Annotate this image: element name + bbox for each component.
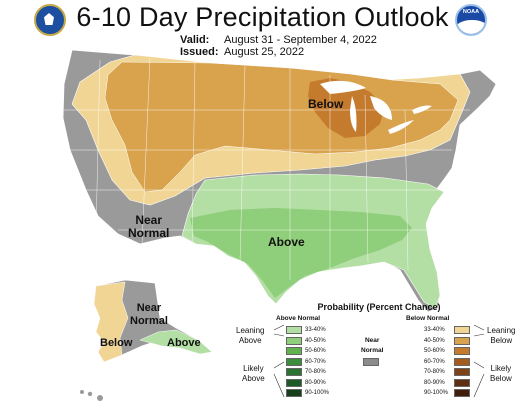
map-label-near-normal-alaska: Near Normal	[130, 302, 168, 327]
issued-label: Issued:	[180, 46, 219, 58]
map-label-above-south: Above	[268, 235, 305, 249]
issued-date: August 25, 2022	[224, 46, 305, 58]
legend-below-bin-label: 50-60%	[424, 348, 445, 354]
legend-bracket-lines	[273, 324, 485, 398]
legend-below-bin-label: 90-100%	[424, 390, 449, 396]
map-label-above-alaska: Above	[167, 337, 201, 349]
legend-above-bin-swatch	[286, 326, 302, 334]
legend-above-bin-swatch	[286, 347, 302, 355]
legend-below-header: Below Normal	[406, 315, 450, 322]
legend-below-bin-swatch	[454, 378, 470, 387]
legend-leaning-above: Leaning Above	[236, 326, 265, 345]
lake-superior	[320, 80, 366, 94]
hawaii	[80, 390, 103, 401]
legend-above-bin-swatch	[286, 389, 302, 397]
above-40-50-region	[190, 208, 412, 298]
lake-erie	[388, 120, 414, 134]
legend-title: Probability (Percent Chance)	[317, 302, 441, 312]
map-label-below-great-lakes: Below	[308, 97, 344, 111]
valid-line: Valid: August 31 - September 4, 2022	[180, 34, 377, 46]
legend-below-bin-label: 40-50%	[424, 337, 445, 344]
lake-huron	[370, 96, 392, 120]
issued-line: Issued: August 25, 2022	[180, 46, 304, 58]
legend-below-bin-label: 33-40%	[424, 327, 445, 333]
legend-above-bin-swatch	[286, 357, 302, 366]
noaa-logo-icon: NOAA	[455, 4, 487, 36]
legend-above-bin-swatch	[286, 368, 302, 376]
legend-below-bin-swatch	[454, 336, 470, 345]
legend-below-bin-label: 70-80%	[424, 369, 445, 375]
alaska-below-region	[93, 281, 129, 363]
legend-likely-below: Likely Below	[490, 364, 512, 383]
legend-likely-above: Likely Above	[242, 364, 265, 383]
page-title: 6-10 Day Precipitation Outlook	[76, 2, 449, 32]
legend-above-bin-label: 60-70%	[305, 358, 326, 365]
valid-label: Valid:	[180, 34, 210, 46]
legend-above-header: Above Normal	[276, 315, 321, 322]
legend-above-bin-swatch	[286, 378, 302, 387]
doc-seal-icon	[34, 4, 66, 36]
legend-above-bin-label: 40-50%	[305, 337, 326, 344]
legend-below-bin-swatch	[454, 326, 470, 334]
legend-below-bin-swatch	[454, 368, 470, 376]
legend-near-normal-swatch	[363, 358, 379, 366]
noaa-logo-text: NOAA	[462, 9, 480, 15]
map-label-near-normal-southwest: Near Normal	[128, 213, 170, 240]
legend-above-bin-label: 50-60%	[305, 348, 326, 354]
legend-below-bin-label: 80-90%	[424, 379, 445, 386]
legend-above-bin-label: 33-40%	[305, 327, 326, 333]
legend-below-bin-swatch	[454, 389, 470, 397]
map-label-below-alaska: Below	[100, 337, 133, 349]
legend-near-normal-label: Near Normal	[361, 337, 384, 354]
state-boundaries	[64, 57, 470, 280]
legend-above-bin-label: 80-90%	[305, 379, 326, 386]
legend-below-bin-label: 60-70%	[424, 358, 445, 365]
legend-below-bin-swatch	[454, 357, 470, 366]
legend-above-bin-swatch	[286, 336, 302, 345]
legend-leaning-below: Leaning Below	[487, 326, 516, 345]
legend-below-bin-swatch	[454, 347, 470, 355]
lake-michigan	[350, 96, 357, 132]
legend-above-bin-label: 70-80%	[305, 369, 326, 375]
alaska-above-region	[139, 329, 213, 355]
legend-above-bin-label: 90-100%	[305, 390, 330, 396]
valid-date-range: August 31 - September 4, 2022	[224, 34, 377, 46]
legend: Probability (Percent Chance) Above Norma…	[236, 302, 520, 402]
